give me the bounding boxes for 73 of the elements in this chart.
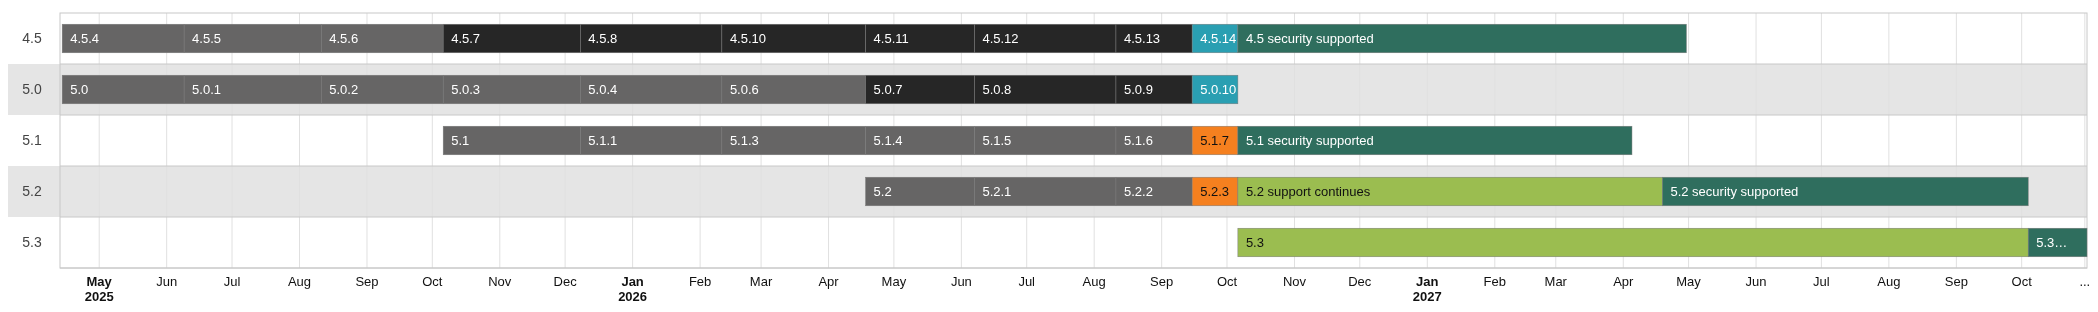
annotation: 5.1.1: [588, 133, 618, 149]
x-tick-label: Jun: [950, 274, 972, 289]
annotation: 5.2.3: [1200, 184, 1230, 200]
annotation: 5.0.7: [873, 82, 903, 98]
annotation: 5.1.4: [873, 133, 903, 149]
annotation: 5.1.3: [729, 133, 759, 149]
x-tick-label: Nov: [1282, 274, 1307, 289]
x-tick-label: Jun: [156, 274, 178, 289]
annotation: 5.2: [873, 184, 892, 200]
annotation: 4.5.14: [1200, 31, 1237, 47]
annotation: 5.1.5: [982, 133, 1012, 149]
annotation: 5.1.7: [1200, 133, 1230, 149]
annotation: 4.5.8: [588, 31, 618, 47]
x-tick-label: May: [1676, 274, 1702, 289]
annotation: 5.0.2: [329, 82, 359, 98]
x-tick-label: Jul: [1813, 274, 1830, 289]
annotation: 4.5.6: [329, 31, 359, 47]
x-tick-label: Mar: [749, 274, 773, 289]
x-tick-label: Oct: [422, 274, 443, 289]
annotation: 4.5 security supported: [1245, 31, 1374, 47]
x-tick-label: Jul: [1018, 274, 1036, 289]
y-tick-label: 4.5: [22, 30, 42, 47]
x-tick-label: Jan 2026: [618, 274, 648, 304]
x-tick-label: Aug: [1877, 274, 1901, 289]
annotation: 5.3: [1245, 235, 1264, 251]
x-tick-label: ...: [2079, 274, 2091, 289]
annotation: 5.1.6: [1123, 133, 1153, 149]
annotation: 5.2 support continues: [1245, 184, 1371, 200]
annotation: 5.0.10: [1200, 82, 1237, 98]
annotation: 5.3…: [2036, 235, 2068, 251]
y-tick-label: 5.0: [22, 81, 42, 98]
annotation: 4.5.10: [729, 31, 767, 47]
y-tick-label: 5.1: [22, 132, 42, 149]
x-tick-label: May: [881, 274, 907, 289]
annotation: 4.5.11: [873, 31, 909, 47]
y-tick-label: 5.2: [22, 183, 42, 200]
annotation: 4.5.7: [451, 31, 481, 47]
x-tick-label: Sep: [1150, 274, 1174, 289]
annotation: 5.1: [451, 133, 470, 149]
x-tick-label: Jan 2027: [1412, 274, 1442, 304]
x-tick-label: Nov: [488, 274, 512, 289]
y-tick-label: 5.3: [22, 234, 42, 251]
annotation: 5.2 security supported: [1670, 184, 1799, 200]
annotation: 5.2.2: [1123, 184, 1153, 200]
x-tick-label: Feb: [1483, 274, 1506, 289]
x-tick-label: Feb: [688, 274, 712, 289]
annotation: 4.5.4: [70, 31, 100, 47]
annotation: 5.2.1: [982, 184, 1012, 200]
x-tick-label: Oct: [1216, 274, 1238, 289]
x-tick-label: Aug: [1082, 274, 1106, 289]
x-tick-label: Sep: [1944, 274, 1968, 289]
x-tick-label: May 2025: [84, 274, 114, 304]
annotation: 5.0.4: [588, 82, 618, 98]
x-tick-label: Apr: [818, 274, 840, 289]
annotation: 5.0.9: [1123, 82, 1153, 98]
x-tick-label: Oct: [2011, 274, 2033, 289]
x-tick-label: Dec: [1348, 274, 1372, 289]
x-tick-label: Sep: [355, 274, 379, 289]
annotation: 5.0.8: [982, 82, 1012, 98]
x-tick-label: Mar: [1544, 274, 1568, 289]
annotation: 5.0.6: [729, 82, 759, 98]
x-tick-label: Dec: [553, 274, 578, 289]
x-tick-label: Jun: [1745, 274, 1767, 289]
annotation: 5.1 security supported: [1245, 133, 1374, 149]
annotation: 5.0.3: [451, 82, 481, 98]
x-tick-label: Jul: [223, 274, 241, 289]
annotation: 4.5.13: [1123, 31, 1161, 47]
annotation: 4.5.5: [192, 31, 222, 47]
x-tick-label: Aug: [287, 274, 312, 289]
annotation: 5.0.1: [192, 82, 222, 98]
annotation: 5.0: [70, 82, 89, 98]
annotation: 4.5.12: [982, 31, 1019, 47]
x-tick-label: Apr: [1613, 274, 1635, 289]
